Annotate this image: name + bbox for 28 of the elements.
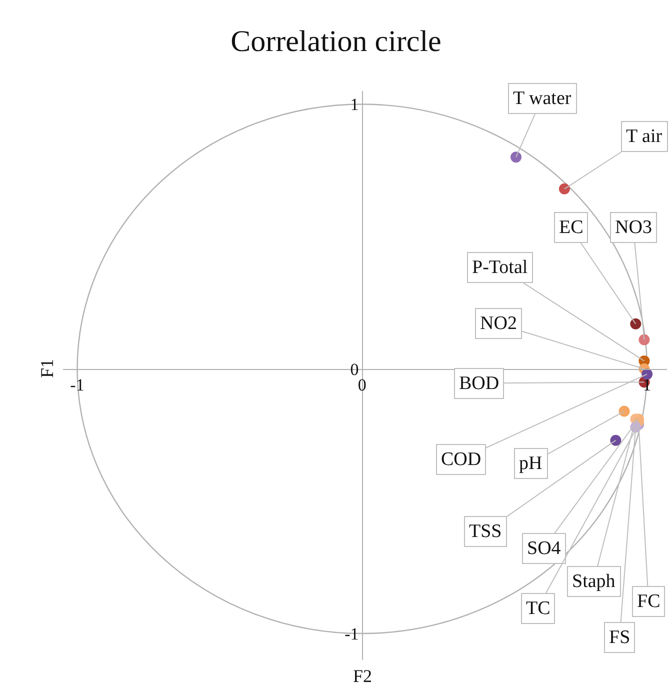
text: NO3 (615, 217, 652, 238)
text: EC (559, 217, 584, 238)
point (618, 406, 630, 417)
point (630, 318, 642, 330)
text: TSS (469, 521, 502, 542)
text: SO4 (527, 538, 562, 559)
text: BOD (459, 373, 500, 394)
y-tick-label: 1 (350, 95, 359, 114)
text: pH (519, 453, 542, 474)
text: FC (637, 591, 660, 612)
text: T air (626, 126, 663, 147)
point (510, 152, 522, 163)
text: P-Total (472, 257, 528, 278)
text: T water (513, 88, 572, 109)
y-axis-title: F1 (37, 358, 58, 378)
y-tick-label: -1 (344, 624, 359, 644)
x-tick-label: -1 (70, 375, 84, 394)
point (638, 334, 650, 346)
point (610, 434, 622, 446)
point (558, 183, 570, 194)
y-tick-label: 0 (350, 360, 359, 379)
text: FS (609, 627, 630, 648)
text: TC (526, 598, 550, 619)
text: COD (441, 449, 482, 470)
x-axis-title: F2 (353, 666, 372, 686)
text: Staph (572, 571, 616, 592)
text: NO2 (480, 313, 517, 334)
chart-title: Correlation circle (230, 25, 442, 58)
